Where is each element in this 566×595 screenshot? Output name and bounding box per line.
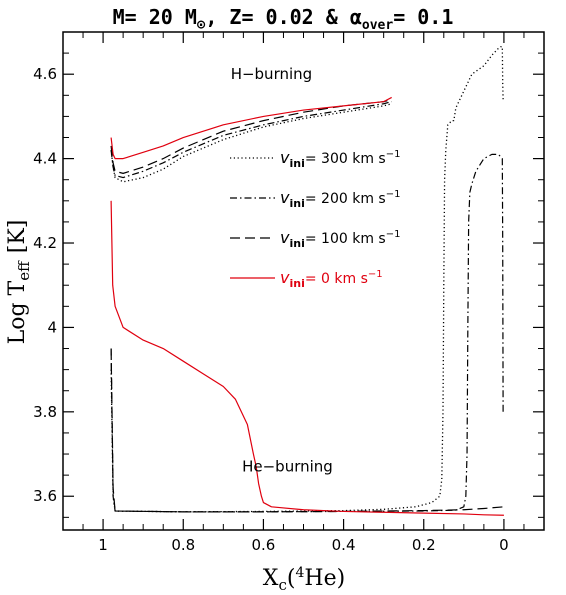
x-axis-label-paren-open: (	[287, 566, 296, 591]
series-200-he-burning-line	[110, 153, 504, 513]
series-0-he-burning-line	[110, 200, 504, 516]
legend-label-100: vini= 100 km s−1	[280, 228, 400, 250]
legend-unit-superscript: −1	[386, 229, 401, 240]
x-tick-label: 0.2	[412, 536, 436, 554]
series-300-h-burning-line	[110, 103, 392, 183]
legend-ini-subscript: ini	[289, 197, 304, 210]
y-axis-label-sub: eff	[15, 260, 33, 281]
legend-value: 300	[321, 151, 348, 167]
legend-unit-superscript: −1	[368, 269, 383, 280]
x-tick-label: 0.4	[332, 536, 356, 554]
legend-unit: km s	[352, 151, 386, 167]
legend-v-symbol: v	[280, 268, 290, 287]
x-axis-label-sup: 4	[295, 565, 304, 581]
legend-label-300: vini= 300 km s−1	[280, 148, 400, 170]
x-axis-label: Xc(4He)	[263, 565, 345, 594]
y-tick-label: 4.6	[33, 65, 57, 83]
title-sun-symbol: ⊙	[197, 17, 206, 33]
series-300-he-burning-line	[110, 46, 504, 513]
x-axis-label-sub: c	[278, 576, 286, 594]
legend-value: 200	[321, 191, 348, 207]
y-tick-label: 4	[47, 318, 57, 336]
legend-value: 100	[321, 231, 348, 247]
legend-unit-superscript: −1	[386, 189, 401, 200]
y-axis-label-main: Log T	[5, 280, 30, 344]
y-axis-ticks: 3.6 3.8 4 4.2 4.4 4.6	[33, 31, 544, 518]
annotation-h-burning: H−burning	[231, 65, 312, 83]
series-0-h-burning-line	[110, 96, 392, 160]
x-tick-label: 0.8	[171, 536, 195, 554]
series-layer	[110, 46, 504, 516]
y-axis-label: Log Teff [K]	[5, 220, 33, 345]
legend-v-symbol: v	[280, 148, 290, 167]
series-200-h-burning-line	[110, 101, 392, 179]
legend-equals: =	[305, 271, 321, 287]
x-axis-label-main: X	[263, 566, 279, 591]
x-axis-ticks: 1 0.8 0.6 0.4 0.2 0	[82, 32, 525, 554]
title-alpha: α	[350, 5, 362, 29]
series-100-he-burning-line	[110, 348, 504, 513]
title-part-value: = 0.1	[393, 5, 453, 29]
legend-v-symbol: v	[280, 188, 290, 207]
legend-v-symbol: v	[280, 228, 290, 247]
legend-equals: =	[305, 151, 321, 167]
legend-ini-subscript: ini	[289, 237, 304, 250]
legend-value: 0	[321, 271, 330, 287]
x-tick-label: 0.6	[251, 536, 275, 554]
legend-ini-subscript: ini	[289, 277, 304, 290]
legend-unit: km s	[352, 231, 386, 247]
x-axis-label-element: He	[304, 566, 336, 591]
x-axis-label-paren-close: )	[337, 566, 346, 591]
y-tick-label: 4.4	[33, 150, 57, 168]
x-tick-label: 1	[98, 536, 108, 554]
annotation-he-burning: He−burning	[242, 458, 333, 476]
legend-unit: km s	[352, 191, 386, 207]
legend-unit: km s	[334, 271, 368, 287]
legend-unit-superscript: −1	[386, 149, 401, 160]
chart-title: M= 20 M⊙, Z= 0.02 & αover= 0.1	[113, 5, 454, 33]
x-tick-label: 0	[499, 536, 509, 554]
y-tick-label: 4.2	[33, 234, 57, 252]
legend-equals: =	[305, 191, 321, 207]
legend-ini-subscript: ini	[289, 157, 304, 170]
y-tick-label: 3.8	[33, 403, 57, 421]
legend-equals: =	[305, 231, 321, 247]
title-part-z: , Z= 0.02 &	[205, 5, 350, 29]
y-tick-label: 3.6	[33, 487, 57, 505]
title-part-mass: M= 20 M	[113, 5, 197, 29]
legend-label-0: vini= 0 km s−1	[280, 268, 383, 290]
legend-label-200: vini= 200 km s−1	[280, 188, 400, 210]
series-100-h-burning-line	[110, 98, 392, 174]
y-axis-label-unit: [K]	[5, 220, 30, 254]
title-over-subscript: over	[362, 18, 393, 33]
